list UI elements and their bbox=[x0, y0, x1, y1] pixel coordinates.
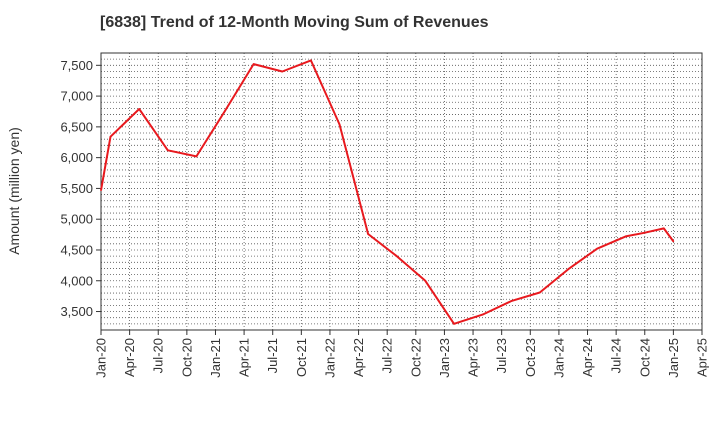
data-point bbox=[138, 108, 140, 110]
y-tick-label: 7,000 bbox=[60, 89, 93, 104]
data-point bbox=[367, 233, 369, 235]
x-tick-label: Oct-22 bbox=[408, 338, 423, 377]
axis-layer bbox=[96, 52, 703, 335]
data-point bbox=[481, 313, 484, 316]
x-tick-label: Apr-21 bbox=[237, 338, 252, 377]
x-tick-label: Jan-25 bbox=[666, 338, 681, 378]
data-point bbox=[395, 255, 398, 257]
x-tick-label: Jan-22 bbox=[322, 338, 337, 378]
tick-label-layer: 3,500 4,000 4,500 5,000 5,500 6,000 6,500 7,000… bbox=[60, 58, 709, 378]
data-point bbox=[195, 155, 198, 158]
data-point bbox=[338, 123, 341, 126]
x-tick-label: Oct-23 bbox=[523, 338, 538, 377]
y-tick-label: 6,000 bbox=[60, 150, 93, 165]
y-tick-label: 5,000 bbox=[60, 212, 93, 227]
x-tick-label: Apr-20 bbox=[122, 338, 137, 377]
data-point bbox=[672, 240, 675, 243]
y-tick-label: 5,500 bbox=[60, 181, 93, 196]
grid-layer bbox=[100, 52, 703, 331]
x-tick-label: Jul-22 bbox=[380, 338, 395, 373]
x-tick-label: Oct-20 bbox=[179, 338, 194, 377]
y-tick-label: 7,500 bbox=[60, 58, 93, 73]
x-tick-label: Oct-24 bbox=[637, 338, 652, 377]
series-layer bbox=[100, 59, 675, 325]
data-point bbox=[109, 135, 112, 138]
data-point bbox=[624, 235, 627, 238]
data-point bbox=[510, 300, 513, 302]
data-point bbox=[539, 291, 541, 294]
x-tick-label: Apr-25 bbox=[695, 338, 710, 377]
data-point bbox=[596, 247, 598, 250]
y-tick-label: 3,500 bbox=[60, 304, 93, 319]
data-point bbox=[643, 231, 646, 234]
x-tick-label: Jul-23 bbox=[494, 338, 509, 373]
data-point bbox=[252, 63, 255, 65]
y-tick-label: 6,500 bbox=[60, 119, 93, 134]
x-tick-label: Jan-24 bbox=[551, 338, 566, 378]
data-point bbox=[424, 279, 427, 282]
chart-title: [6838] Trend of 12-Month Moving Sum of R… bbox=[100, 14, 489, 31]
y-tick-label: 4,500 bbox=[60, 242, 93, 257]
plot-area bbox=[101, 53, 702, 330]
data-point bbox=[281, 70, 284, 73]
y-tick-label: 4,000 bbox=[60, 273, 93, 288]
x-tick-label: Apr-22 bbox=[351, 338, 366, 377]
plot-frame bbox=[100, 52, 703, 331]
x-tick-label: Jan-21 bbox=[208, 338, 223, 378]
data-point bbox=[166, 149, 169, 152]
x-tick-label: Jan-20 bbox=[94, 338, 109, 378]
x-tick-label: Jan-23 bbox=[437, 338, 452, 378]
data-point bbox=[663, 227, 665, 230]
data-point bbox=[453, 323, 455, 325]
data-point bbox=[224, 110, 226, 112]
x-tick-label: Oct-21 bbox=[294, 338, 309, 377]
x-tick-label: Apr-23 bbox=[466, 338, 481, 377]
x-tick-label: Jul-20 bbox=[151, 338, 166, 373]
data-point bbox=[310, 59, 312, 62]
data-point bbox=[100, 189, 102, 192]
data-point bbox=[567, 268, 570, 270]
x-tick-label: Jul-24 bbox=[609, 338, 624, 373]
x-tick-label: Apr-24 bbox=[580, 338, 595, 377]
x-tick-label: Jul-21 bbox=[265, 338, 280, 373]
